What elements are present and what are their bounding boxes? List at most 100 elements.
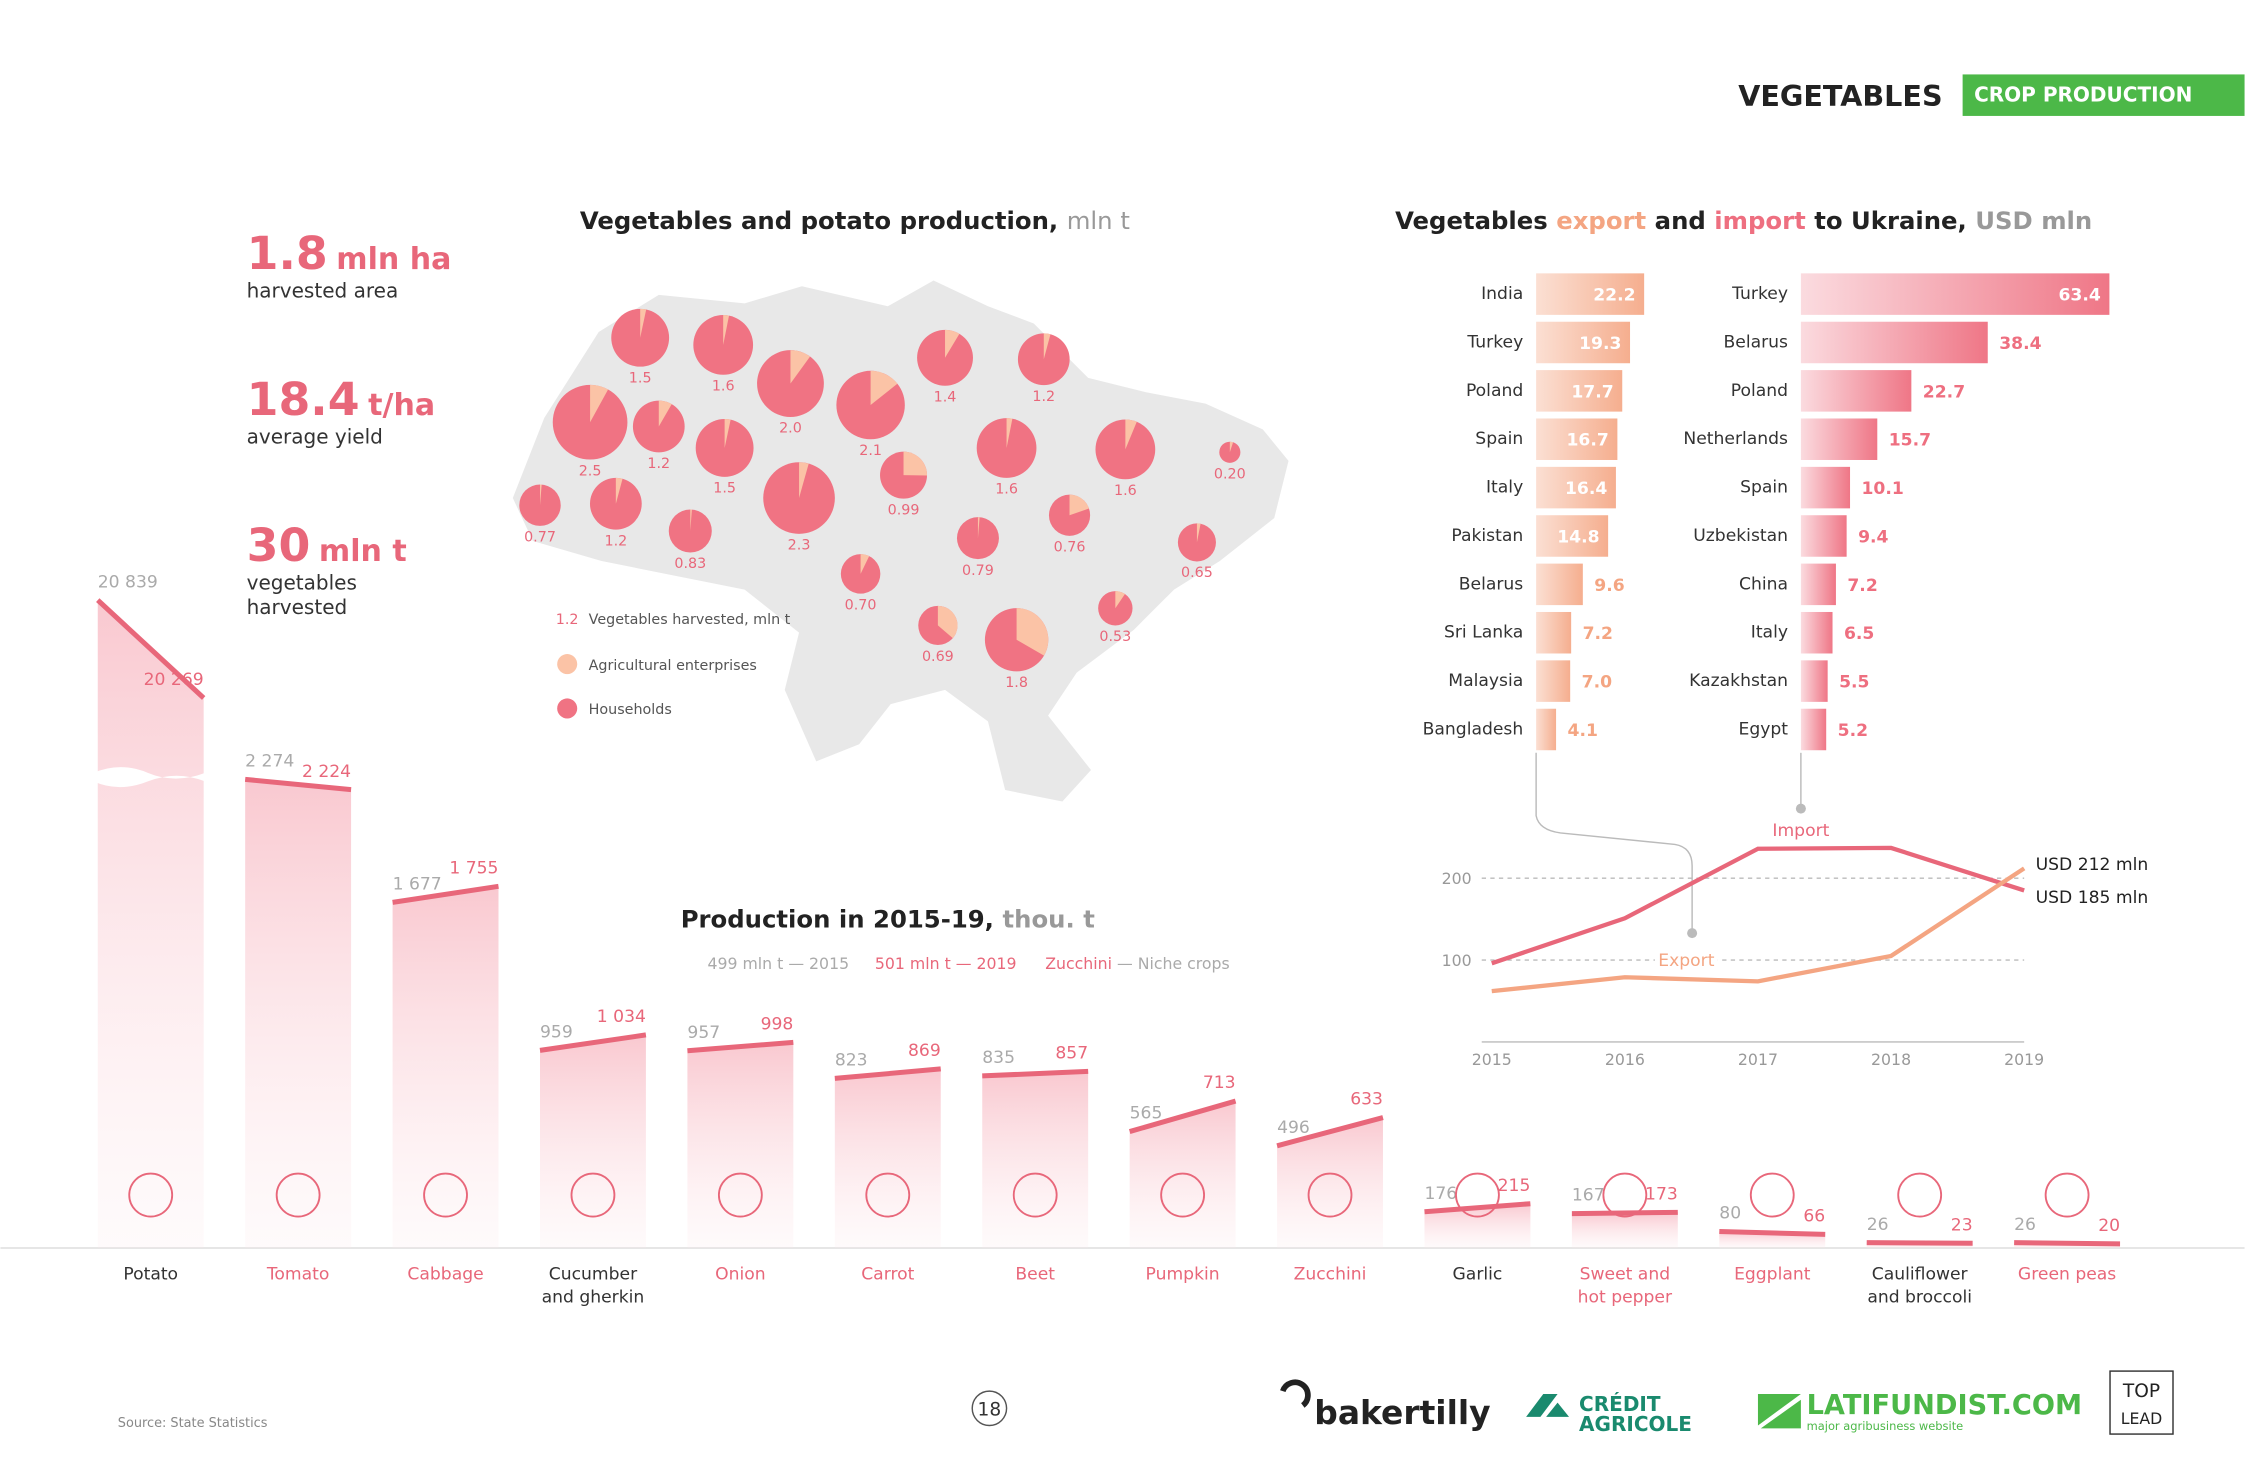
series-line <box>1491 866 2026 994</box>
pie-label: 0.65 <box>1181 565 1213 581</box>
pie-slice <box>723 315 730 345</box>
legend-entry: 501 mln t — 2019 <box>875 954 1017 973</box>
pie-label: 2.3 <box>788 538 811 554</box>
title-part: USD mln <box>1975 206 2092 235</box>
region-pie <box>695 419 754 477</box>
x-category-label: Cabbage <box>407 1264 483 1284</box>
bar <box>1800 611 1833 654</box>
pie-slice <box>640 308 647 338</box>
x-category-label: Zucchini <box>1294 1264 1367 1284</box>
page-badge <box>971 1390 1008 1427</box>
pie-label: 0.70 <box>845 597 877 613</box>
stat-unit: mln ha <box>336 242 451 277</box>
page-number: 18 <box>978 1399 1002 1420</box>
value-2019: 66 <box>1803 1207 1825 1227</box>
stat-value: 30 <box>247 518 311 572</box>
bar <box>1536 708 1557 751</box>
bar-category: Spain <box>1740 478 1788 498</box>
crop-icon <box>128 1172 174 1218</box>
crop-icon <box>570 1172 616 1218</box>
logo-lead: LEAD <box>2121 1409 2163 1428</box>
crop-icon <box>1455 1172 1500 1218</box>
bar <box>1800 418 1878 460</box>
bar-value: 14.8 <box>1557 527 1599 547</box>
column-line <box>1719 1229 1826 1237</box>
legend-entry: Zucchini — Niche crops <box>1045 954 1230 973</box>
title-part: import <box>1714 206 1806 235</box>
column-line <box>392 883 499 905</box>
legend-entry: 499 mln t — 2015 <box>707 954 849 973</box>
value-2015: 959 <box>540 1022 573 1042</box>
niche-text: — Niche crops <box>1112 954 1230 973</box>
stat-figure: 1.8 mln ha <box>247 226 452 280</box>
pie-label: 1.2 <box>604 533 627 549</box>
series-name: Import <box>1772 821 1829 841</box>
column-area <box>1277 1117 1383 1249</box>
bar <box>1800 466 1851 509</box>
pie-slice <box>590 384 609 423</box>
region-pie <box>840 554 881 594</box>
x-tick-label: 2018 <box>1871 1050 1911 1069</box>
pie-label: 1.2 <box>1032 389 1055 405</box>
x-category-label: Carrot <box>861 1264 914 1284</box>
column-line <box>244 776 352 793</box>
stat-unit: t/ha <box>368 388 435 423</box>
value-2015: 167 <box>1572 1186 1605 1206</box>
pie-slice <box>658 400 672 427</box>
bar <box>1536 273 1645 315</box>
production-units: thou. t <box>1003 904 1096 933</box>
label-line: and broccoli <box>1867 1287 1972 1307</box>
region-pie <box>589 477 642 530</box>
logo-box <box>2109 1370 2174 1435</box>
bar-value: 5.2 <box>1838 721 1868 741</box>
logo-mark <box>1526 1393 1570 1417</box>
bar-value: 22.2 <box>1593 286 1635 306</box>
bar-category: Belarus <box>1724 332 1789 352</box>
x-tick-label: 2015 <box>1472 1050 1512 1069</box>
production-title-text: Production in 2015-19, <box>681 904 994 933</box>
value-2015: 2 274 <box>245 751 294 771</box>
column-area <box>1129 1101 1236 1249</box>
column-area <box>1571 1212 1678 1249</box>
column-line <box>1128 1098 1237 1134</box>
label-line: Sweet and <box>1580 1264 1670 1284</box>
value-2015: 20 839 <box>98 572 158 592</box>
crop-icon <box>423 1172 468 1218</box>
region-pie <box>1098 591 1133 626</box>
crop-icon <box>717 1172 763 1218</box>
bar-value: 19.3 <box>1579 334 1621 354</box>
pie-label: 1.6 <box>995 482 1018 498</box>
connector-dot <box>1795 803 1806 814</box>
pie-label: 1.2 <box>647 456 670 472</box>
x-category-label: Green peas <box>2018 1264 2116 1284</box>
x-category-label: Cucumber and gherkin <box>542 1264 645 1307</box>
pie-label: 2.1 <box>859 443 882 459</box>
bar-category: Sri Lanka <box>1444 623 1523 643</box>
stat-value: 1.8 <box>247 226 328 280</box>
production-title: Production in 2015-19, thou. t <box>681 904 1095 933</box>
y-tick-label: 200 <box>1442 869 1472 888</box>
label-bg <box>1654 950 1718 972</box>
stat-figure: 30 mln t <box>247 518 407 572</box>
bar-category: Italy <box>1751 623 1788 643</box>
series-name: Export <box>1658 951 1714 971</box>
legend-swatch <box>557 698 578 719</box>
bar <box>1536 660 1571 702</box>
column-line <box>2014 1240 2121 1247</box>
value-2015: 1 677 <box>393 875 442 895</box>
column-area <box>982 1071 1089 1249</box>
pie-label: 2.5 <box>579 463 602 479</box>
bar-value: 7.2 <box>1583 624 1613 644</box>
value-2015: 565 <box>1130 1104 1163 1124</box>
column-area <box>97 600 204 1249</box>
pie-label: 0.76 <box>1054 540 1086 556</box>
crop-icon <box>1897 1172 1943 1218</box>
bar-category: Netherlands <box>1683 429 1788 449</box>
section-label: CROP PRODUCTION <box>1974 83 2192 107</box>
bar-category: India <box>1481 284 1523 304</box>
bar <box>1800 708 1827 751</box>
legend-text: Vegetables harvested, mln t <box>589 612 791 628</box>
title-part: to Ukraine, <box>1806 206 1976 235</box>
x-category-label: Pumpkin <box>1146 1264 1220 1284</box>
